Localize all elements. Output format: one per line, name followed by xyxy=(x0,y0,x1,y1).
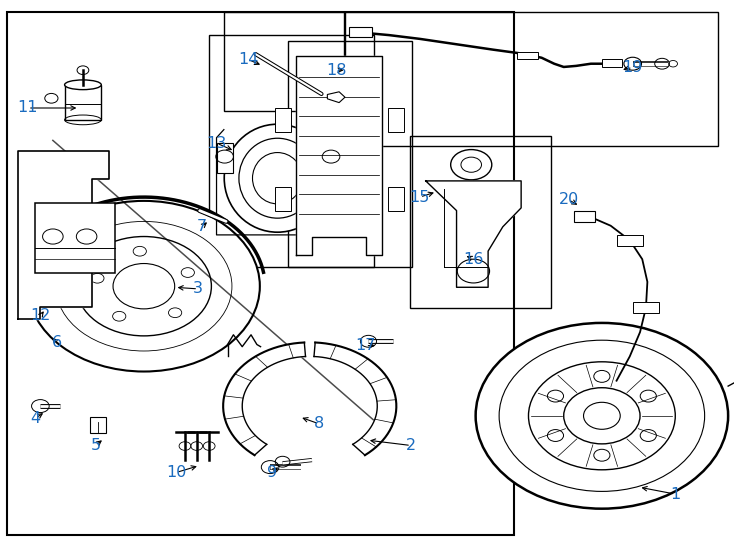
Bar xyxy=(349,27,372,37)
Bar xyxy=(275,108,291,132)
Bar xyxy=(35,202,115,273)
Bar xyxy=(633,302,659,313)
Polygon shape xyxy=(314,342,396,455)
Text: 1: 1 xyxy=(670,487,680,502)
Text: 5: 5 xyxy=(90,438,101,453)
Text: 14: 14 xyxy=(238,52,258,67)
Text: 6: 6 xyxy=(52,335,62,350)
Text: 11: 11 xyxy=(18,100,38,116)
Text: 7: 7 xyxy=(197,219,207,234)
Bar xyxy=(288,40,412,267)
Bar xyxy=(617,235,643,246)
Text: 17: 17 xyxy=(355,338,376,353)
Text: 18: 18 xyxy=(326,63,346,78)
Polygon shape xyxy=(296,56,382,255)
Bar xyxy=(7,12,514,535)
Circle shape xyxy=(28,201,260,372)
Text: 12: 12 xyxy=(30,308,51,323)
Text: 9: 9 xyxy=(266,465,277,480)
Bar xyxy=(65,85,101,120)
Bar xyxy=(209,35,374,267)
Bar xyxy=(323,143,339,173)
Bar xyxy=(344,12,718,146)
Text: 2: 2 xyxy=(406,438,416,453)
Polygon shape xyxy=(327,92,345,103)
Ellipse shape xyxy=(224,124,330,232)
Text: 16: 16 xyxy=(463,252,484,267)
Bar xyxy=(602,59,622,67)
Circle shape xyxy=(451,150,492,180)
Ellipse shape xyxy=(65,80,101,90)
Bar xyxy=(574,211,595,222)
Bar xyxy=(90,417,106,433)
Circle shape xyxy=(476,323,728,509)
Polygon shape xyxy=(426,181,521,287)
Text: 4: 4 xyxy=(30,411,40,426)
Bar xyxy=(517,52,538,59)
Text: 3: 3 xyxy=(193,281,203,296)
Polygon shape xyxy=(18,151,109,319)
Text: 8: 8 xyxy=(314,416,324,431)
Text: 10: 10 xyxy=(166,465,186,480)
Bar xyxy=(388,187,404,211)
Bar xyxy=(410,136,550,308)
Text: 15: 15 xyxy=(410,190,430,205)
Polygon shape xyxy=(223,342,305,455)
Bar xyxy=(388,108,404,132)
Bar xyxy=(224,12,345,111)
Text: 20: 20 xyxy=(559,192,579,207)
Text: 13: 13 xyxy=(206,136,227,151)
Text: 19: 19 xyxy=(622,60,643,75)
Bar xyxy=(217,143,233,173)
Bar xyxy=(275,187,291,211)
